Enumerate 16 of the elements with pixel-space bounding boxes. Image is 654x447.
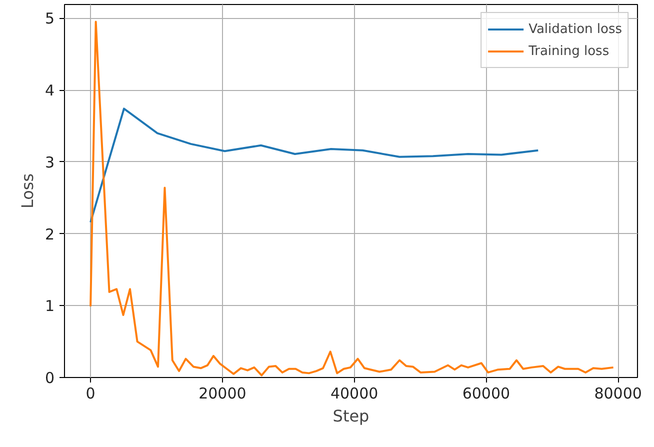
y-tick-label: 4 <box>44 82 55 100</box>
y-tick-label: 5 <box>44 10 55 28</box>
x-tick-label: 20000 <box>198 384 246 402</box>
x-axis-title: Step <box>332 406 370 426</box>
line-series <box>90 108 540 224</box>
y-tick-label: 0 <box>44 369 55 387</box>
x-tick-label: 0 <box>86 384 96 402</box>
y-tick-label: 2 <box>44 225 55 244</box>
y-tick-label: 3 <box>44 153 55 172</box>
y-axis-title: Loss <box>18 173 37 209</box>
legend-label: Validation loss <box>528 22 622 36</box>
x-tick-label: 40000 <box>330 384 378 402</box>
x-tick-label: 60000 <box>462 384 510 402</box>
legend-label: Training loss <box>528 44 610 58</box>
x-tick-label: 80000 <box>594 384 642 402</box>
y-tick-label: 1 <box>44 297 55 316</box>
